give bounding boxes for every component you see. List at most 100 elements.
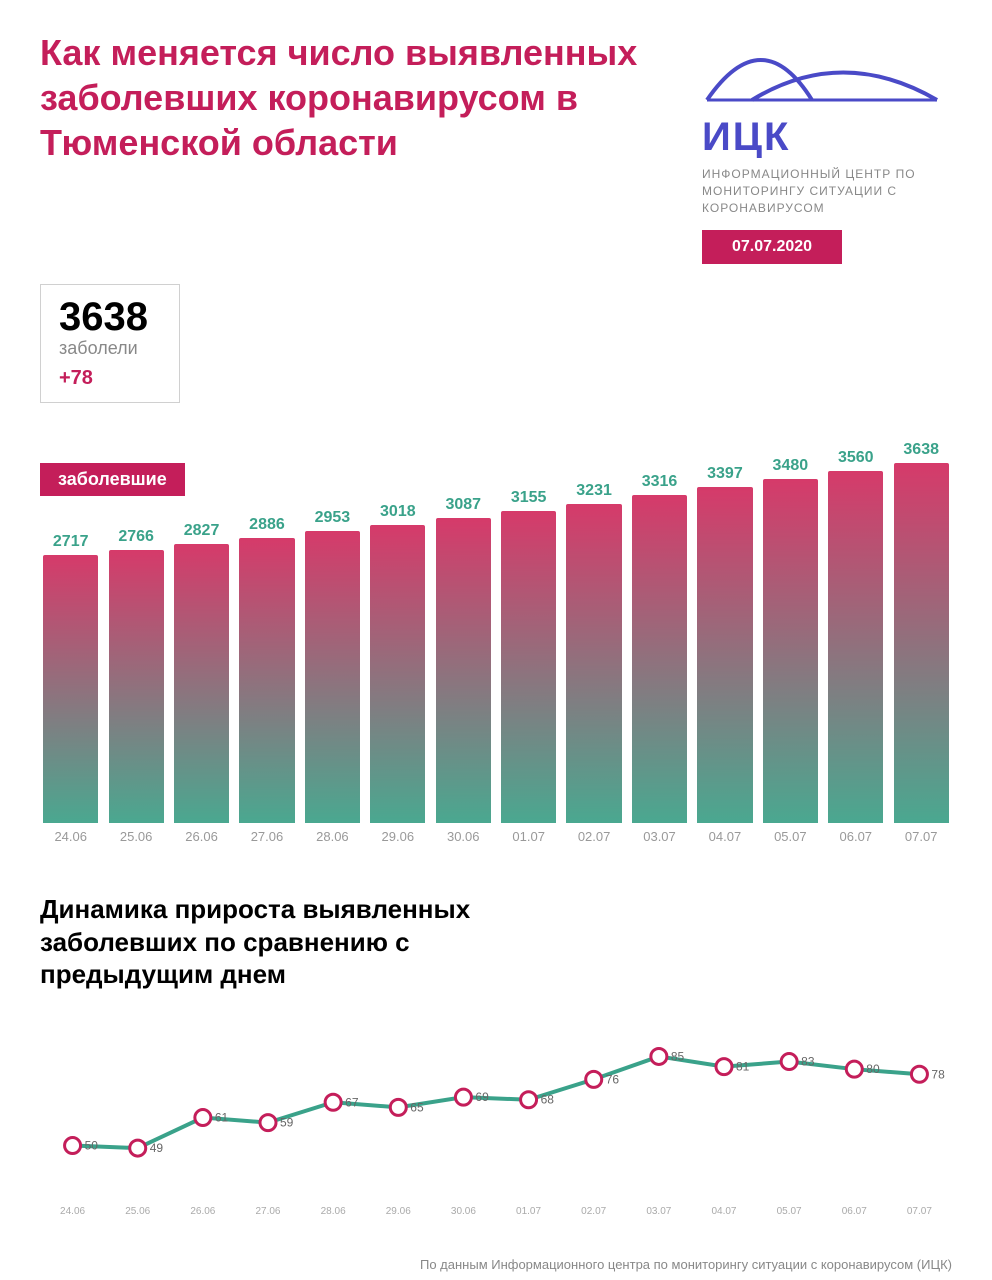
line-x-label: 25.06 [105,1206,170,1217]
bar-x-label: 04.07 [694,829,755,844]
line-value-label: 78 [931,1067,945,1081]
line-x-label: 02.07 [561,1206,626,1217]
line-marker [455,1089,471,1105]
line-value-label: 69 [475,1090,489,1104]
line-x-label: 30.06 [431,1206,496,1217]
bar-col: 2953 [302,509,363,823]
bar-value-label: 2953 [315,509,351,527]
bar-rect [632,495,687,823]
bar-col: 3480 [760,457,821,823]
line-x-label: 07.07 [887,1206,952,1217]
bar-rect [305,531,360,823]
bar-col: 3155 [498,489,559,823]
logo-subtitle: ИНФОРМАЦИОННЫЙ ЦЕНТР ПО МОНИТОРИНГУ СИТУ… [702,166,952,216]
bar-rect [894,463,949,823]
line-x-label: 03.07 [626,1206,691,1217]
line-marker [325,1094,341,1110]
line-value-label: 59 [280,1116,294,1130]
line-x-label: 28.06 [301,1206,366,1217]
page-title: Как меняется число выявленных заболевших… [40,30,640,165]
line-x-label: 24.06 [40,1206,105,1217]
bar-rect [109,550,164,824]
line-marker [65,1137,81,1153]
bar-value-label: 2827 [184,522,220,540]
bar-col: 3397 [694,465,755,823]
line-marker [911,1066,927,1082]
bar-rect [370,525,425,824]
logo-block: ИЦК ИНФОРМАЦИОННЫЙ ЦЕНТР ПО МОНИТОРИНГУ … [702,30,952,264]
bar-rect [501,511,556,823]
bar-col: 3231 [563,482,624,824]
bar-x-label: 03.07 [629,829,690,844]
bar-rect [174,544,229,824]
line-marker [781,1053,797,1069]
bar-x-label: 28.06 [302,829,363,844]
line-marker [195,1109,211,1125]
bar-value-label: 2886 [249,516,285,534]
line-chart: 5049615967656968768581838078 24.0625.062… [40,1011,952,1231]
date-badge: 07.07.2020 [702,230,842,264]
line-value-label: 50 [85,1138,99,1152]
stat-box: 3638 заболели +78 [40,284,180,403]
stat-value: 3638 [59,295,161,340]
line-value-label: 85 [671,1049,685,1063]
line-marker [716,1059,732,1075]
bar-col: 3087 [433,496,494,823]
bar-value-label: 3560 [838,449,874,467]
bar-rect [828,471,883,823]
bar-col: 2766 [105,528,166,824]
line-marker [586,1071,602,1087]
line-x-label: 26.06 [170,1206,235,1217]
source-credit: По данным Информационного центра по мони… [0,1256,952,1274]
line-value-label: 83 [801,1054,815,1068]
bar-x-label: 06.07 [825,829,886,844]
bar-x-label: 27.06 [236,829,297,844]
bar-col: 3018 [367,503,428,824]
bar-col: 2717 [40,533,101,824]
line-value-label: 67 [345,1095,359,1109]
bar-value-label: 3316 [642,473,678,491]
bar-x-label: 02.07 [563,829,624,844]
line-value-label: 49 [150,1141,164,1155]
line-marker [390,1099,406,1115]
bar-value-label: 3155 [511,489,547,507]
bar-value-label: 3480 [773,457,809,475]
bar-col: 3638 [890,441,951,823]
bar-x-label: 24.06 [40,829,101,844]
logo-curve-icon [702,30,942,110]
stat-label: заболели [59,338,161,359]
line-marker [260,1115,276,1131]
bar-value-label: 3397 [707,465,743,483]
series-badge: заболевшие [40,463,185,496]
bar-rect [697,487,752,823]
line-x-label: 27.06 [235,1206,300,1217]
bar-x-label: 01.07 [498,829,559,844]
line-x-label: 04.07 [691,1206,756,1217]
line-value-label: 81 [736,1060,750,1074]
bar-value-label: 3018 [380,503,416,521]
bar-col: 3316 [629,473,690,823]
line-marker [846,1061,862,1077]
bar-x-label: 07.07 [890,829,951,844]
bar-col: 2827 [171,522,232,824]
line-marker [130,1140,146,1156]
bar-x-label: 25.06 [105,829,166,844]
line-x-label: 01.07 [496,1206,561,1217]
bar-rect [763,479,818,823]
logo-short: ИЦК [702,115,952,160]
line-x-label: 06.07 [822,1206,887,1217]
bar-rect [436,518,491,823]
bar-col: 2886 [236,516,297,824]
line-value-label: 80 [866,1062,880,1076]
bar-value-label: 3087 [445,496,481,514]
bar-rect [239,538,294,824]
bar-value-label: 3638 [903,441,939,459]
bar-x-label: 29.06 [367,829,428,844]
line-value-label: 68 [541,1093,555,1107]
line-value-label: 76 [606,1072,620,1086]
line-marker [521,1092,537,1108]
bar-rect [566,504,621,824]
bar-col: 3560 [825,449,886,823]
line-chart-title: Динамика прироста выявленных заболевших … [40,893,580,991]
bar-value-label: 2717 [53,533,89,551]
